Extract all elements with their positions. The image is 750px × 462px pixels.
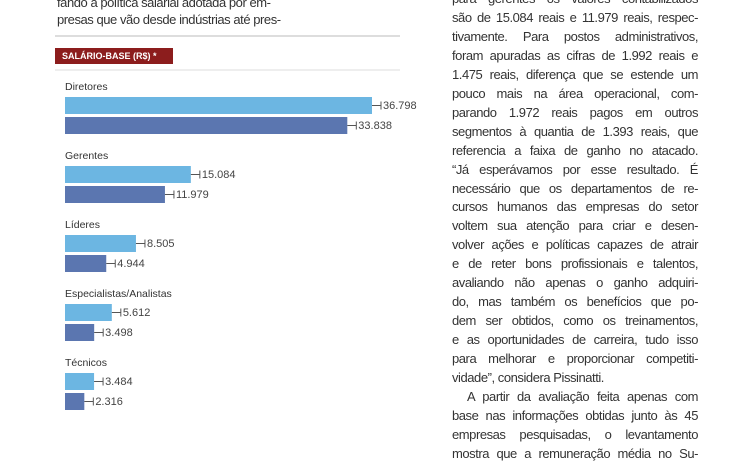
chart-title: SALÁRIO-BASE (R$) * xyxy=(62,51,157,61)
value-label: 2.316 xyxy=(95,396,123,408)
page: fando a política salarial adotada por em… xyxy=(55,0,699,461)
bar xyxy=(65,97,372,114)
value-label: 11.979 xyxy=(176,189,209,201)
text-line: do, mas também os benefícios que po- xyxy=(452,294,698,310)
bar xyxy=(65,324,95,341)
value-label: 5.612 xyxy=(123,307,151,319)
value-label: 15.084 xyxy=(202,169,236,181)
text-line: referencia a faixa de ganho no atacado. xyxy=(452,142,698,158)
chart-title-bar xyxy=(55,48,173,64)
value-label: 4.944 xyxy=(117,258,145,270)
value-label: 3.498 xyxy=(105,327,133,339)
category-label: Líderes xyxy=(65,219,100,231)
text-line: e de reter bons profissionais e talentos… xyxy=(452,256,698,272)
category-label: Técnicos xyxy=(65,357,107,369)
text-line: são de 15.084 reais e 11.979 reais, resp… xyxy=(452,9,698,25)
text-line: para gerentes os valores contabilizados xyxy=(452,0,698,7)
chart: SALÁRIO-BASE (R$) * Diretores 36.798 33.83… xyxy=(55,35,417,410)
text-line: para melhorar e proporcionar competiti- xyxy=(452,351,698,367)
text-line: pouco mais na área operacional, com- xyxy=(452,85,698,101)
text-line: A partir da avaliação feita apenas com xyxy=(467,388,698,404)
text-line: voltem sua atenção para criar e desen- xyxy=(452,218,698,234)
bar xyxy=(65,186,165,203)
text-line: presas que vão desde indústrias até pres… xyxy=(57,11,281,27)
category-label: Especialistas/Analistas xyxy=(65,288,172,300)
value-label: 33.838 xyxy=(358,120,392,132)
text-line: parando 1.972 reais pagos em outros xyxy=(452,104,698,120)
text-line: “Já esperávamos por esse resultado. É xyxy=(452,161,698,177)
text-line: fando a política salarial adotada por em… xyxy=(57,0,271,10)
bar xyxy=(65,235,136,252)
value-label: 8.505 xyxy=(147,238,175,250)
bar xyxy=(65,166,191,183)
category-label: Gerentes xyxy=(65,150,108,162)
text-line: mostra que a remuneração média no Su- xyxy=(452,445,698,461)
text-line: dem ser obtidos, como os treinamentos, xyxy=(452,313,698,329)
text-line: segmentos à quantia de 1.393 reais, que xyxy=(452,123,698,139)
bar xyxy=(65,304,112,321)
bar xyxy=(65,373,95,390)
text-line: cursos humanos das empresas do setor xyxy=(452,199,698,215)
text-line: foram apuradas as cifras de 1.992 reais … xyxy=(452,47,698,63)
value-label: 3.484 xyxy=(105,376,133,388)
text-line: empresas pesquisadas, o levantamento xyxy=(452,426,698,442)
text-line: base nas informações obtidas junto às 45 xyxy=(452,407,698,423)
value-label: 36.798 xyxy=(383,100,417,112)
text-line: avaliando não apenas o ganho adquiri- xyxy=(452,275,698,291)
bar xyxy=(65,117,348,134)
bar xyxy=(65,393,85,410)
bar xyxy=(65,255,107,272)
text-line: volver ações e políticas capazes de atra… xyxy=(452,237,698,253)
category-label: Diretores xyxy=(65,81,108,93)
text-line: e as oportunidades de carreira, tudo iss… xyxy=(452,332,698,348)
text-line: vidade”, considera Pissinatti. xyxy=(452,370,604,385)
text-line: necessário que os departamentos de re- xyxy=(452,180,698,196)
text-line: tivamente. Para postos administrativos, xyxy=(452,28,698,44)
text-line: 1.475 reais, diferença que se estende um xyxy=(452,66,698,82)
